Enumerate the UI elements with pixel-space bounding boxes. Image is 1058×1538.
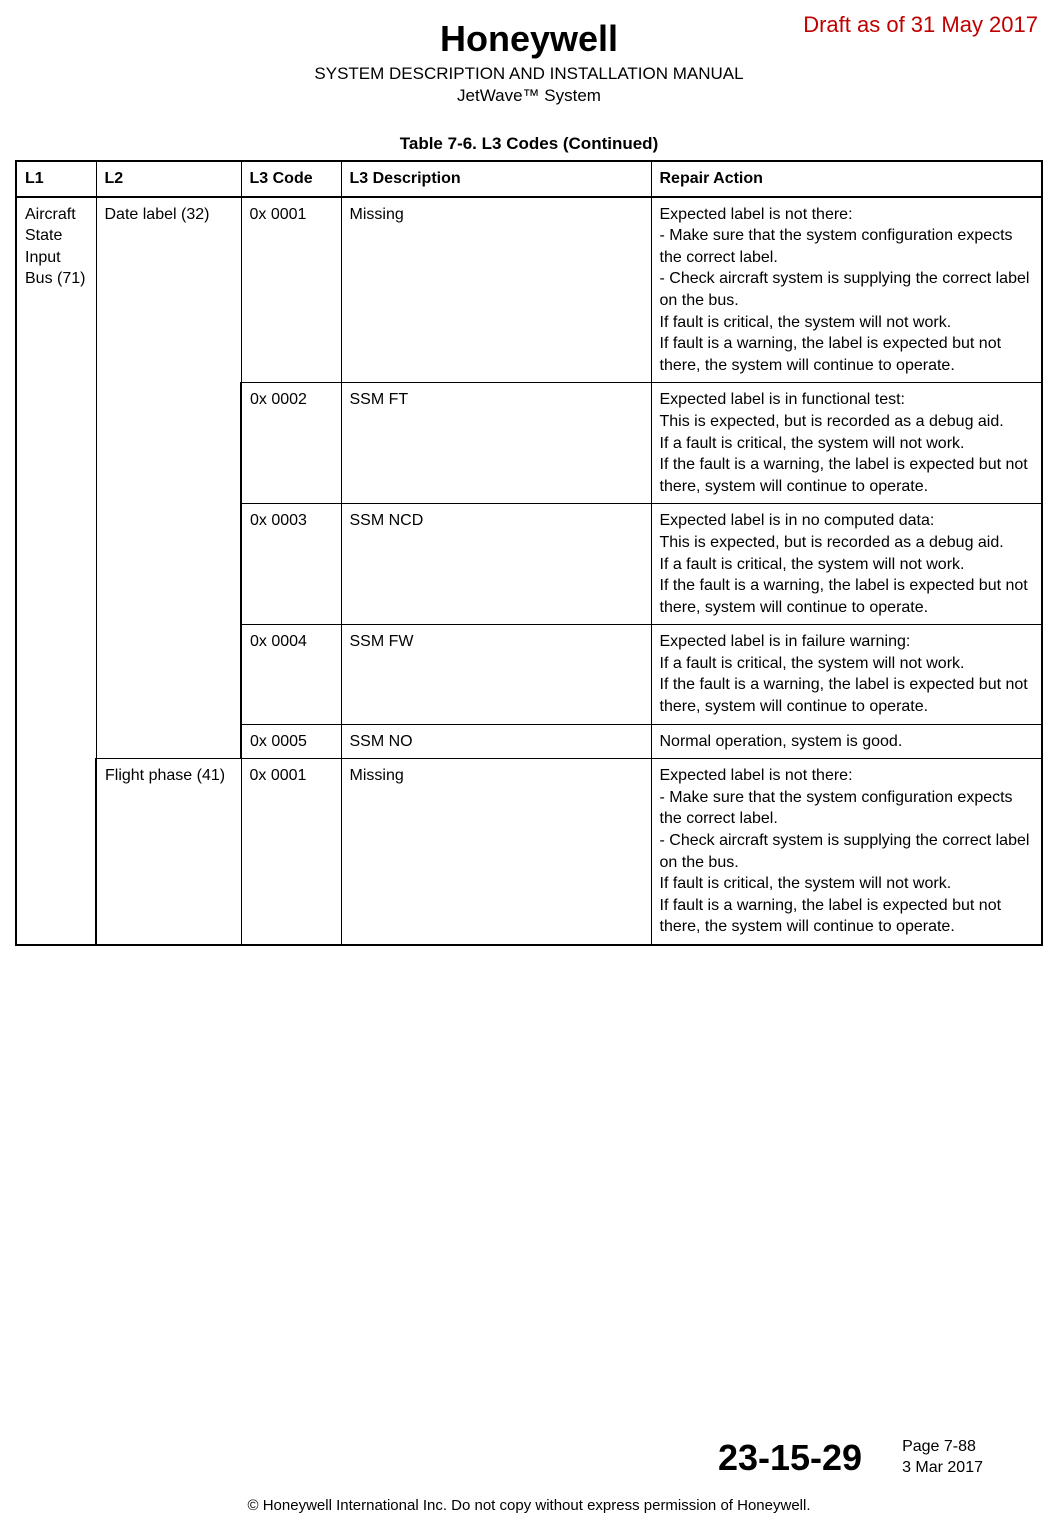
codes-table: L1 L2 L3 Code L3 Description Repair Acti… xyxy=(15,160,1043,946)
footer-date: 3 Mar 2017 xyxy=(902,1458,983,1479)
cell-l3code: 0x 0003 xyxy=(241,504,341,625)
cell-repair: Expected label is in functional test: Th… xyxy=(651,383,1042,504)
footer: 23-15-29 Page 7-88 3 Mar 2017 © Honeywel… xyxy=(15,1437,1043,1514)
col-header-l3desc: L3 Description xyxy=(341,161,651,197)
cell-l3desc: Missing xyxy=(341,759,651,945)
table-row: Aircraft State Input Bus (71) Date label… xyxy=(16,197,1042,383)
cell-repair: Expected label is in failure warning: If… xyxy=(651,625,1042,724)
page-label: Page 7-88 xyxy=(902,1437,983,1458)
cell-l3desc: SSM FW xyxy=(341,625,651,724)
col-header-l1: L1 xyxy=(16,161,96,197)
cell-l3code: 0x 0005 xyxy=(241,724,341,759)
cell-l3desc: Missing xyxy=(341,197,651,383)
doc-number: 23-15-29 xyxy=(718,1437,862,1479)
cell-l3code: 0x 0001 xyxy=(241,759,341,945)
cell-l2: Date label (32) xyxy=(96,197,241,759)
cell-repair: Expected label is in no computed data: T… xyxy=(651,504,1042,625)
table-caption: Table 7-6. L3 Codes (Continued) xyxy=(15,134,1043,154)
cell-l3code: 0x 0001 xyxy=(241,197,341,383)
cell-repair: Expected label is not there: - Make sure… xyxy=(651,197,1042,383)
cell-l1: Aircraft State Input Bus (71) xyxy=(16,197,96,945)
cell-l3code: 0x 0002 xyxy=(241,383,341,504)
col-header-repair: Repair Action xyxy=(651,161,1042,197)
cell-l3desc: SSM NCD xyxy=(341,504,651,625)
col-header-l3code: L3 Code xyxy=(241,161,341,197)
cell-l3desc: SSM FT xyxy=(341,383,651,504)
cell-repair: Expected label is not there: - Make sure… xyxy=(651,759,1042,945)
table-header-row: L1 L2 L3 Code L3 Description Repair Acti… xyxy=(16,161,1042,197)
cell-repair: Normal operation, system is good. xyxy=(651,724,1042,759)
col-header-l2: L2 xyxy=(96,161,241,197)
copyright: © Honeywell International Inc. Do not co… xyxy=(15,1497,1043,1514)
draft-stamp: Draft as of 31 May 2017 xyxy=(803,12,1038,38)
cell-l2: Flight phase (41) xyxy=(96,759,241,945)
system-name: JetWave™ System xyxy=(15,86,1043,106)
table-row: Flight phase (41) 0x 0001 Missing Expect… xyxy=(16,759,1042,945)
manual-title: SYSTEM DESCRIPTION AND INSTALLATION MANU… xyxy=(15,64,1043,84)
cell-l3code: 0x 0004 xyxy=(241,625,341,724)
cell-l3desc: SSM NO xyxy=(341,724,651,759)
logo: Honeywell xyxy=(440,18,618,59)
